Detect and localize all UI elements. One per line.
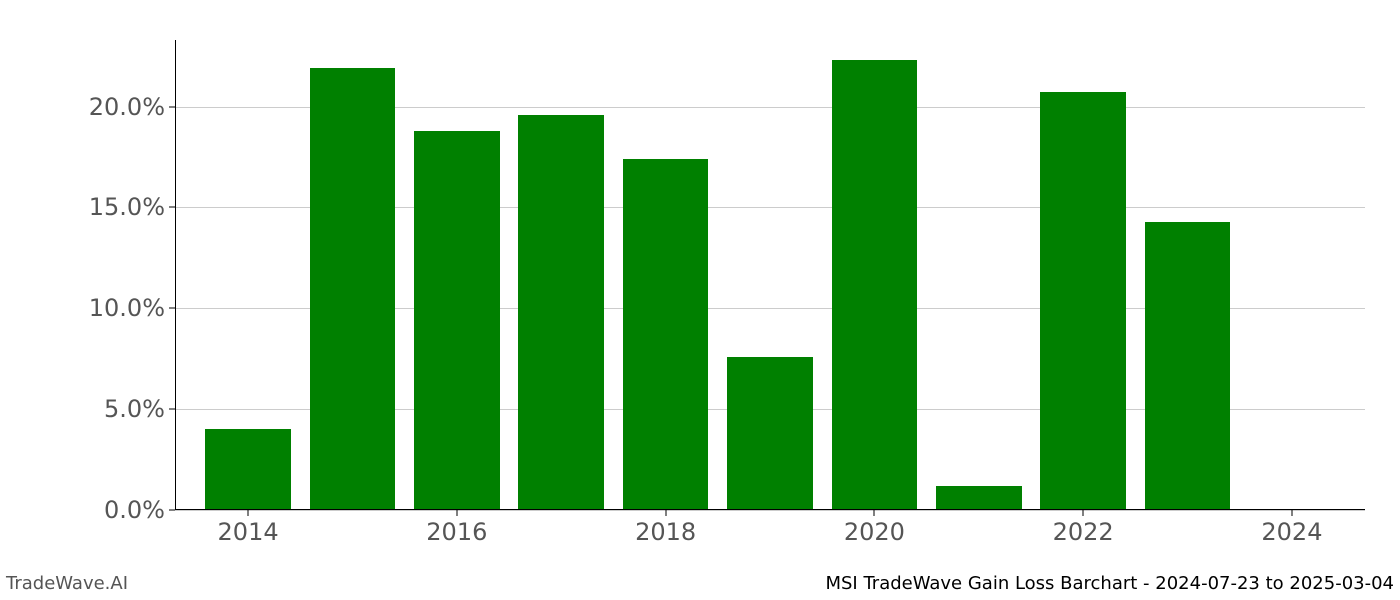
bar — [518, 115, 604, 510]
footer-right-text: MSI TradeWave Gain Loss Barchart - 2024-… — [825, 573, 1394, 594]
plot-area: 0.0%5.0%10.0%15.0%20.0%20142016201820202… — [175, 40, 1365, 510]
bar — [414, 131, 500, 510]
y-tick-label: 5.0% — [104, 395, 175, 423]
y-tick-label: 0.0% — [104, 496, 175, 524]
bar — [623, 159, 709, 510]
bar — [936, 486, 1022, 510]
bar — [310, 68, 396, 510]
bar — [1145, 222, 1231, 510]
x-tick-label: 2022 — [1053, 510, 1114, 546]
chart-container: 0.0% 5.0% 10.0% 15.0% 20.0% 2014 2016 2018 2020 2… — [0, 0, 1400, 600]
x-tick-label: 2014 — [218, 510, 279, 546]
x-tick-label: 2016 — [426, 510, 487, 546]
bar — [1040, 92, 1126, 510]
bar — [727, 357, 813, 510]
y-tick-label: 10.0% — [89, 294, 175, 322]
footer-left-text: TradeWave.AI — [6, 573, 128, 594]
grid-line — [175, 510, 1365, 511]
bar — [832, 60, 918, 510]
x-tick-label: 2018 — [635, 510, 696, 546]
x-tick-label: 2020 — [844, 510, 905, 546]
y-axis-line — [175, 40, 176, 510]
y-tick-label: 20.0% — [89, 93, 175, 121]
y-tick-label: 15.0% — [89, 193, 175, 221]
x-axis-line — [175, 509, 1365, 510]
x-tick-label: 2024 — [1261, 510, 1322, 546]
bar — [205, 429, 291, 510]
